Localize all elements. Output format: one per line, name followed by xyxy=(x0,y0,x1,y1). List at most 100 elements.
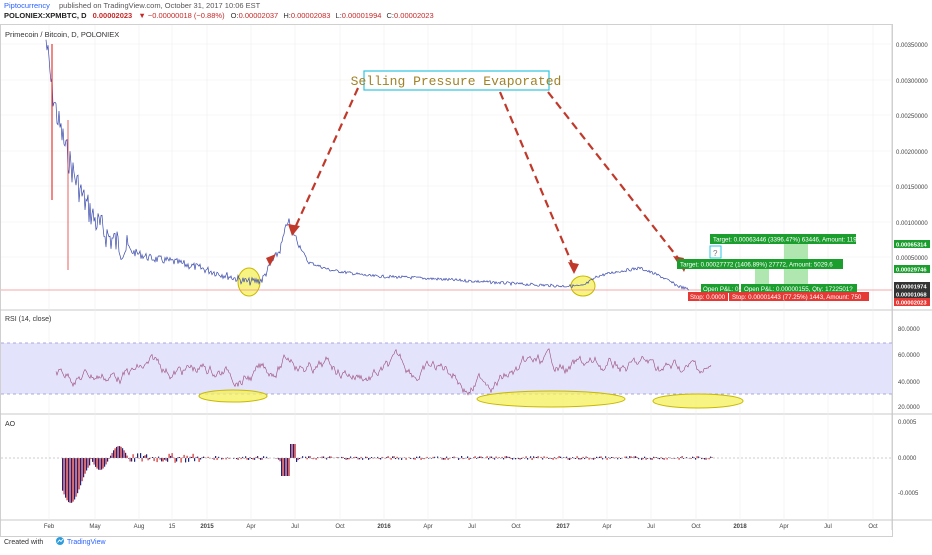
ao-bar xyxy=(64,458,65,494)
ao-bar xyxy=(580,458,581,460)
ao-bar xyxy=(298,458,299,460)
header-close: 0.00002023 xyxy=(394,11,434,20)
header-open: 0.00002037 xyxy=(239,11,279,20)
time-tick: Oct xyxy=(335,524,345,530)
price-tag-4: 0.00001068 xyxy=(896,293,927,299)
ao-bar xyxy=(352,458,353,459)
time-tick: 2015 xyxy=(200,524,214,530)
time-tick: 2017 xyxy=(556,524,570,530)
time-tick: 2018 xyxy=(733,524,747,530)
ao-bar xyxy=(659,458,660,459)
header-ohlc-line: POLONIEX:XPMBTC, D 0.00002023 ▼ −0.00000… xyxy=(4,11,434,20)
ao-bar xyxy=(263,456,264,458)
stop-label-2: Stop: 0.00001443 (77.25%) 1443, Amount: … xyxy=(732,294,862,301)
ao-bar xyxy=(208,457,209,458)
ao-bar xyxy=(142,458,143,462)
ao-tick: 0.0005 xyxy=(898,420,917,426)
ao-bar xyxy=(89,458,90,465)
ao-bar xyxy=(83,458,84,477)
ao-bar xyxy=(395,458,396,459)
ao-bar xyxy=(563,457,564,458)
footer-brand[interactable]: TradingView xyxy=(67,539,106,546)
time-tick: Oct xyxy=(511,524,521,530)
ao-bar xyxy=(431,458,432,459)
ao-bar xyxy=(134,458,135,462)
header-published: published on TradingView.com, October 31… xyxy=(59,1,261,10)
header-author[interactable]: Piptocurrency xyxy=(4,1,50,10)
ao-bar xyxy=(80,458,81,485)
ao-bar xyxy=(296,458,297,462)
ao-bar xyxy=(95,458,96,467)
ao-bar xyxy=(283,458,284,476)
ao-bar xyxy=(170,456,171,458)
ao-bar xyxy=(154,458,155,461)
price-tick: 0.00350000 xyxy=(896,43,928,49)
ao-bar xyxy=(323,457,324,459)
rsi-legend: RSI (14, close) xyxy=(5,316,51,323)
ao-bar xyxy=(100,458,101,470)
position-labels: Target: 0.00063446 (3396.47%) 63446, Amo… xyxy=(677,234,873,301)
ao-bar xyxy=(592,458,593,459)
ao-bar xyxy=(145,455,146,458)
ao-bar xyxy=(97,458,98,469)
ao-bar xyxy=(599,457,600,458)
ao-bar xyxy=(74,458,75,500)
note-icon-text: ? xyxy=(713,249,718,258)
ao-bar xyxy=(122,448,123,458)
ao-bar xyxy=(443,458,444,460)
ao-bar xyxy=(194,458,195,461)
ao-bar xyxy=(635,456,636,458)
ao-bar xyxy=(496,457,497,459)
time-tick: Jul xyxy=(468,524,476,530)
time-tick: Jul xyxy=(824,524,832,530)
ao-bar xyxy=(193,454,194,458)
ao-bar xyxy=(256,457,257,458)
ao-bar xyxy=(647,458,648,459)
ao-bar xyxy=(268,458,269,459)
ao-bar xyxy=(125,453,126,458)
ao-bar xyxy=(119,446,120,458)
rsi-highlight-ellipse-3 xyxy=(653,394,743,408)
price-tags: 0.00065314 0.00029746 0.00001974 0.00001… xyxy=(894,240,930,307)
price-tag-2: 0.00029746 xyxy=(896,268,927,274)
ao-bar xyxy=(67,458,68,500)
price-tag-5: 0.00002023 xyxy=(896,301,927,307)
ao-bar xyxy=(281,458,282,476)
rsi-highlight-ellipse-1 xyxy=(199,390,267,402)
ao-bar xyxy=(188,458,189,462)
header-change: ▼ −0.00000018 (−0.88%) xyxy=(138,11,225,20)
ao-bar xyxy=(491,457,492,458)
ao-bar xyxy=(98,458,99,470)
ao-bar xyxy=(127,456,128,458)
ao-bar xyxy=(130,458,131,462)
arrow-3 xyxy=(548,92,678,258)
ao-bar xyxy=(388,456,389,458)
ao-bar xyxy=(616,457,617,458)
ao-bar xyxy=(107,458,108,462)
ao-bar xyxy=(568,458,569,460)
ao-bar xyxy=(244,458,245,459)
ao-bar xyxy=(448,458,449,460)
ao-bar xyxy=(148,458,149,460)
arrow-2 xyxy=(500,92,573,266)
ao-bar xyxy=(503,458,504,459)
ao-bar xyxy=(479,457,480,459)
ao-bar xyxy=(287,458,288,476)
ao-bar xyxy=(155,458,156,459)
ao-series xyxy=(62,444,713,503)
ao-bar xyxy=(215,456,216,458)
rsi-tick: 20.0000 xyxy=(898,405,920,411)
ao-bar xyxy=(136,457,137,458)
time-tick: Apr xyxy=(602,524,611,530)
ao-bar xyxy=(712,457,713,458)
time-tick: Apr xyxy=(779,524,788,530)
ao-bar xyxy=(94,458,95,465)
ao-bar xyxy=(199,458,200,462)
time-tick: Apr xyxy=(246,524,255,530)
ao-bar xyxy=(124,450,125,458)
ao-bar xyxy=(92,458,93,462)
ao-bar xyxy=(179,457,180,458)
ao-bar xyxy=(82,458,83,481)
header-open-label: O: xyxy=(231,11,239,20)
